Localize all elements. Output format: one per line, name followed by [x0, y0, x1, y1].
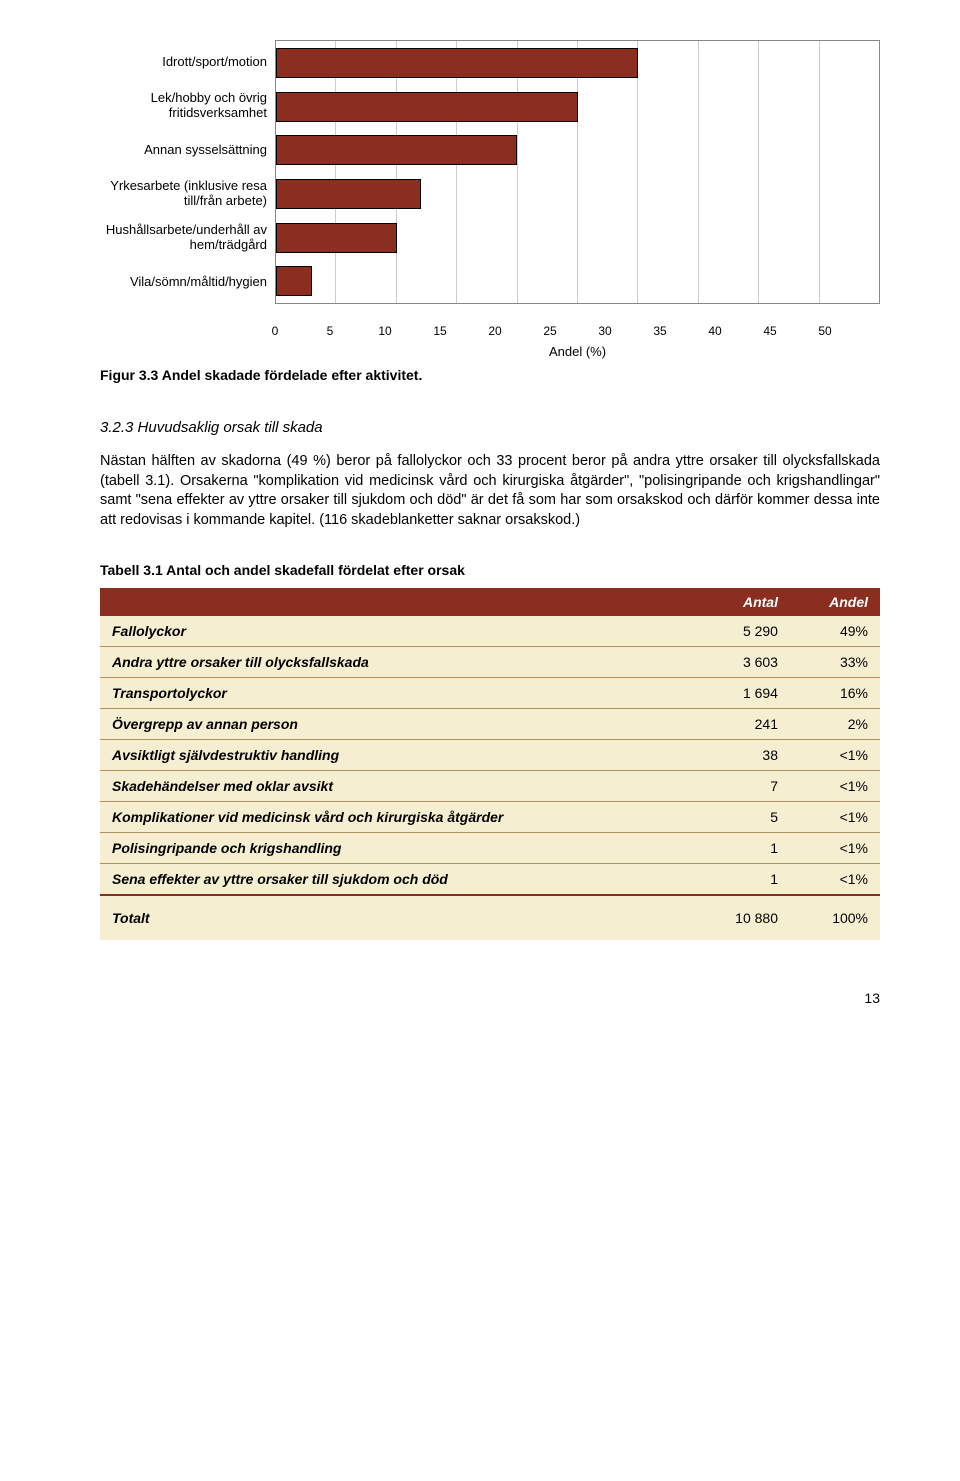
figure-caption: Figur 3.3 Andel skadade fördelade efter …	[100, 367, 880, 383]
table-cell-antal: 1 694	[694, 678, 790, 709]
table-cell-antal: 5	[694, 802, 790, 833]
table-cell-andel: 49%	[790, 616, 880, 647]
chart-category-label: Annan sysselsättning	[100, 128, 267, 172]
table-cell-antal: 5 290	[694, 616, 790, 647]
chart-bar-slot	[276, 259, 879, 303]
section-heading: 3.2.3 Huvudsaklig orsak till skada	[100, 419, 880, 436]
table-cell-label: Avsiktligt självdestruktiv handling	[100, 740, 694, 771]
chart-bar-slot	[276, 128, 879, 172]
chart-category-label: Yrkesarbete (inklusive resa till/från ar…	[100, 172, 267, 216]
table-row: Fallolyckor5 29049%	[100, 616, 880, 647]
table-total-andel: 100%	[790, 895, 880, 940]
chart-bar-slot	[276, 41, 879, 85]
table-cell-label: Andra yttre orsaker till olycksfallskada	[100, 647, 694, 678]
chart-x-tick: 5	[303, 324, 358, 338]
chart-x-tick: 30	[578, 324, 633, 338]
chart-category-label: Vila/sömn/måltid/hygien	[100, 260, 267, 304]
chart-category-label: Idrott/sport/motion	[100, 40, 267, 84]
chart-bar-slot	[276, 172, 879, 216]
table-caption: Tabell 3.1 Antal och andel skadefall för…	[100, 562, 880, 578]
table-cell-andel: <1%	[790, 802, 880, 833]
table-cell-andel: 16%	[790, 678, 880, 709]
chart-x-tick: 50	[798, 324, 853, 338]
table-cell-antal: 1	[694, 833, 790, 864]
chart-category-label: Hushållsarbete/underhåll av hem/trädgård	[100, 216, 267, 260]
causes-table: Antal Andel Fallolyckor5 29049%Andra ytt…	[100, 588, 880, 940]
table-cell-antal: 241	[694, 709, 790, 740]
chart-x-tick: 15	[413, 324, 468, 338]
chart-x-tick: 25	[523, 324, 578, 338]
table-row: Övergrepp av annan person2412%	[100, 709, 880, 740]
table-cell-label: Övergrepp av annan person	[100, 709, 694, 740]
table-row: Polisingripande och krigshandling1<1%	[100, 833, 880, 864]
table-cell-label: Polisingripande och krigshandling	[100, 833, 694, 864]
chart-bar	[276, 179, 421, 209]
chart-x-tick: 45	[743, 324, 798, 338]
table-header-antal: Antal	[694, 588, 790, 616]
chart-bar	[276, 92, 578, 122]
chart-category-label: Lek/hobby och övrig fritidsverksamhet	[100, 84, 267, 128]
table-total-label: Totalt	[100, 895, 694, 940]
body-paragraph: Nästan hälften av skadorna (49 %) beror …	[100, 452, 880, 530]
chart-x-tick: 20	[468, 324, 523, 338]
table-cell-label: Komplikationer vid medicinsk vård och ki…	[100, 802, 694, 833]
table-row: Skadehändelser med oklar avsikt7<1%	[100, 771, 880, 802]
chart-x-tick: 35	[633, 324, 688, 338]
chart-bar	[276, 135, 517, 165]
chart-x-axis: 05101520253035404550	[275, 324, 880, 338]
table-row: Sena effekter av yttre orsaker till sjuk…	[100, 864, 880, 896]
table-header-andel: Andel	[790, 588, 880, 616]
table-header-row: Antal Andel	[100, 588, 880, 616]
table-cell-antal: 7	[694, 771, 790, 802]
table-cell-antal: 3 603	[694, 647, 790, 678]
table-row: Andra yttre orsaker till olycksfallskada…	[100, 647, 880, 678]
chart-x-axis-label: Andel (%)	[275, 344, 880, 359]
chart-category-labels: Idrott/sport/motionLek/hobby och övrig f…	[100, 40, 275, 304]
chart-bars	[276, 41, 879, 303]
chart-plot-area	[275, 40, 880, 304]
table-cell-label: Skadehändelser med oklar avsikt	[100, 771, 694, 802]
chart-bar	[276, 223, 397, 253]
table-header-blank	[100, 588, 694, 616]
table-cell-andel: 33%	[790, 647, 880, 678]
table-cell-andel: <1%	[790, 740, 880, 771]
table-row: Avsiktligt självdestruktiv handling38<1%	[100, 740, 880, 771]
table-total-row: Totalt10 880100%	[100, 895, 880, 940]
table-total-antal: 10 880	[694, 895, 790, 940]
table-cell-label: Transportolyckor	[100, 678, 694, 709]
chart-bar-slot	[276, 216, 879, 260]
chart-bar-slot	[276, 85, 879, 129]
chart-x-tick: 40	[688, 324, 743, 338]
chart-x-tick: 0	[248, 324, 303, 338]
table-cell-andel: <1%	[790, 833, 880, 864]
table-row: Transportolyckor1 69416%	[100, 678, 880, 709]
page-number: 13	[100, 990, 880, 1006]
table-cell-antal: 1	[694, 864, 790, 896]
table-cell-andel: 2%	[790, 709, 880, 740]
table-cell-andel: <1%	[790, 864, 880, 896]
table-cell-andel: <1%	[790, 771, 880, 802]
chart-bar	[276, 48, 638, 78]
table-row: Komplikationer vid medicinsk vård och ki…	[100, 802, 880, 833]
table-cell-label: Fallolyckor	[100, 616, 694, 647]
chart-bar	[276, 266, 312, 296]
table-cell-antal: 38	[694, 740, 790, 771]
table-cell-label: Sena effekter av yttre orsaker till sjuk…	[100, 864, 694, 896]
activity-chart: Idrott/sport/motionLek/hobby och övrig f…	[100, 40, 880, 304]
chart-x-tick: 10	[358, 324, 413, 338]
